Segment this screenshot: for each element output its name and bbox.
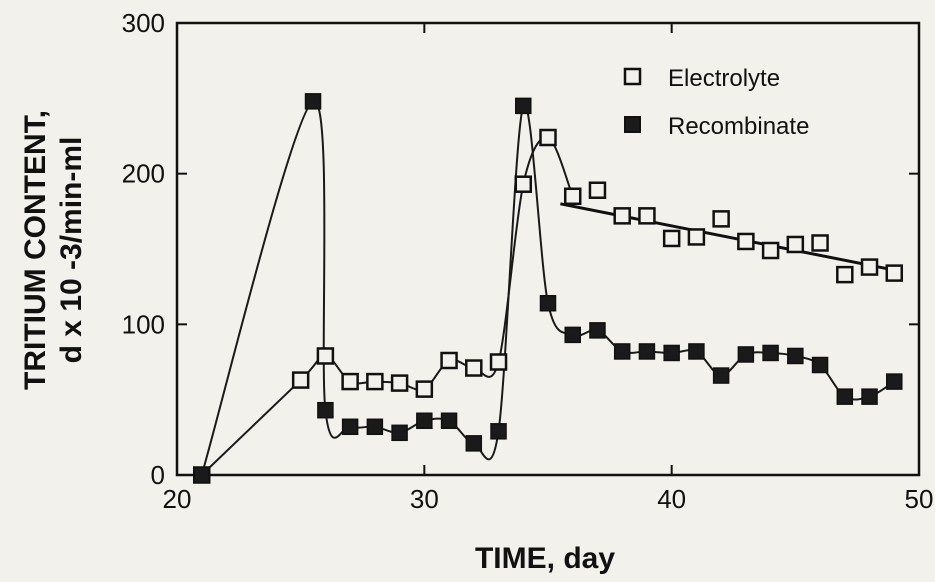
recombinate-point: [304, 93, 322, 110]
legend-marker-electrolyte: [623, 67, 642, 86]
series-markers: [192, 93, 904, 484]
electrolyte-point: [316, 347, 335, 365]
electrolyte-point: [341, 372, 359, 391]
recombinate-point: [787, 347, 804, 365]
y-tick-label: 200: [122, 159, 165, 189]
electrolyte-point: [836, 265, 854, 284]
recombinate-curve: [200, 100, 895, 476]
electrolyte-point: [885, 264, 904, 282]
x-axis-title: TIME, day: [475, 542, 615, 575]
electrolyte-point: [613, 207, 631, 225]
recombinate-point: [515, 97, 532, 115]
electrolyte-point: [737, 232, 755, 251]
x-tick-label: 20: [163, 484, 192, 514]
recombinate-point: [341, 418, 359, 436]
recombinate-point: [638, 343, 656, 360]
legend: Electrolyte Recombinate: [623, 65, 809, 140]
electrolyte-point: [366, 372, 384, 391]
axis-ticks: 20 30 40 50 0 100 200 300: [122, 8, 934, 514]
y-tick-label: 100: [122, 309, 165, 339]
electrolyte-point: [415, 380, 434, 398]
electrolyte-point: [291, 371, 310, 389]
y-tick-label: 300: [122, 8, 165, 38]
electrolyte-point: [588, 181, 607, 199]
recombinate-point: [712, 367, 730, 384]
x-tick-label: 30: [410, 484, 439, 514]
plot-frame: [175, 21, 921, 477]
y-axis-title-line2: d x 10 -3/min-ml: [55, 137, 88, 364]
y-axis-title-line1: TRITIUM CONTENT,: [19, 110, 52, 390]
electrolyte-point: [786, 235, 805, 254]
electrolyte-point: [390, 374, 409, 392]
recombinate-point: [317, 401, 334, 419]
electrolyte-point: [440, 351, 458, 370]
x-tick-label: 40: [657, 484, 686, 514]
recombinate-point: [688, 343, 705, 360]
legend-marker-recombinate: [624, 116, 641, 133]
electrolyte-point: [712, 210, 730, 228]
electrolyte-point: [539, 128, 557, 147]
recombinate-point: [465, 435, 483, 452]
recombinate-point: [663, 344, 680, 362]
recombinate-point: [886, 373, 903, 390]
recombinate-point: [366, 418, 384, 436]
recombinate-point: [564, 326, 581, 344]
electrolyte-point: [761, 241, 780, 260]
recombinate-point: [490, 423, 507, 440]
electrolyte-point: [687, 228, 706, 246]
electrolyte-point: [638, 207, 656, 225]
electrolyte-point: [860, 258, 879, 276]
recombinate-point: [539, 294, 557, 312]
electrolyte-point: [662, 229, 681, 248]
electrolyte-point: [465, 359, 483, 377]
recombinate-point: [391, 424, 408, 442]
recombinate-point: [613, 343, 631, 360]
recombinate-point: [193, 466, 210, 484]
recombinate-point: [737, 346, 755, 363]
legend-label-electrolyte: Electrolyte: [668, 65, 780, 92]
legend-label-recombinate: Recombinate: [668, 113, 809, 140]
recombinate-point: [861, 388, 878, 405]
electrolyte-point: [811, 234, 829, 252]
recombinate-point: [836, 388, 854, 405]
x-tick-label: 50: [905, 484, 934, 514]
recombinate-point: [440, 412, 458, 430]
recombinate-point: [762, 344, 779, 362]
electrolyte-point: [514, 175, 533, 193]
series-lines: [200, 100, 895, 476]
y-tick-label: 0: [151, 460, 165, 490]
electrolyte-point: [489, 353, 508, 371]
recombinate-point: [416, 412, 433, 430]
recombinate-point: [811, 356, 829, 374]
electrolyte-point: [563, 187, 582, 206]
recombinate-point: [589, 322, 606, 339]
